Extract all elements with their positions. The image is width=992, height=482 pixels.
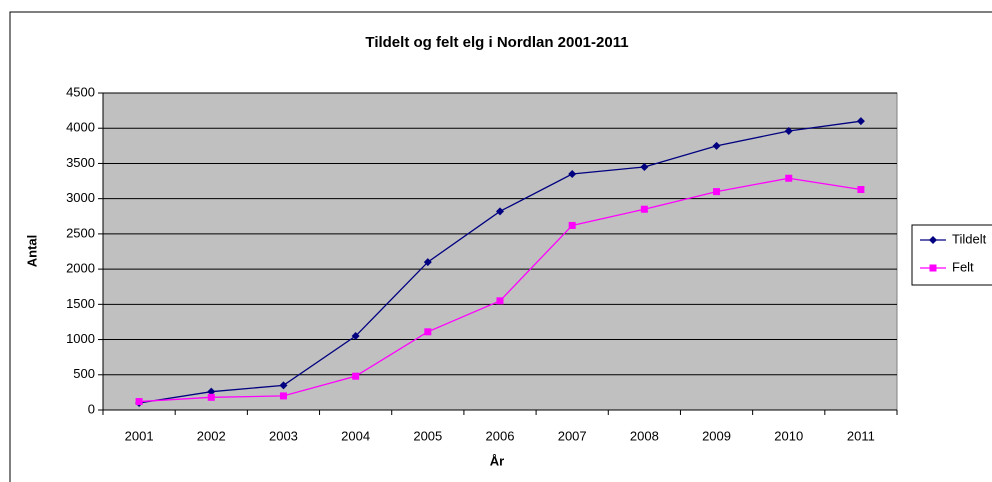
y-tick-label: 2500 (66, 225, 95, 240)
marker (784, 127, 793, 136)
marker (423, 258, 432, 267)
y-tick-label: 0 (88, 401, 95, 416)
marker (857, 186, 865, 194)
marker (785, 174, 793, 182)
plot-area (102, 92, 898, 411)
marker (856, 117, 865, 126)
marker (496, 207, 504, 216)
marker (351, 332, 360, 341)
y-tick-label: 1500 (66, 296, 95, 311)
x-tick-label: 2005 (413, 428, 442, 443)
marker (713, 188, 721, 196)
y-tick-label: 3500 (66, 155, 95, 170)
marker (279, 381, 288, 390)
legend-box (911, 224, 992, 286)
y-tick-label: 3000 (66, 190, 95, 205)
x-axis-label: År (490, 453, 504, 468)
y-tick-label: 4500 (66, 84, 95, 99)
marker (640, 162, 649, 171)
x-tick-label: 2006 (486, 428, 515, 443)
chart-title: Tildelt og felt elg i Nordlan 2001-2011 (365, 34, 628, 51)
marker (712, 141, 721, 150)
marker (496, 297, 504, 305)
x-tick-label: 2004 (341, 428, 370, 443)
y-tick-label: 4000 (66, 120, 95, 135)
x-tick-label: 2003 (269, 428, 298, 443)
marker (352, 372, 360, 380)
marker (568, 170, 577, 179)
marker (640, 205, 648, 213)
x-tick-label: 2001 (125, 428, 154, 443)
legend: Tildelt Felt (911, 224, 992, 286)
y-tick-label: 500 (73, 366, 95, 381)
marker (207, 393, 215, 401)
x-tick-label: 2007 (558, 428, 587, 443)
marker (424, 328, 432, 336)
marker (279, 392, 287, 400)
marker (207, 387, 216, 396)
legend-label: Tildelt (952, 231, 987, 246)
x-tick-label: 2010 (774, 428, 803, 443)
x-tick-label: 2008 (630, 428, 659, 443)
marker (929, 236, 937, 244)
marker (135, 398, 143, 406)
y-tick-label: 2000 (66, 261, 95, 276)
y-axis-label: Antal (24, 235, 39, 268)
x-tick-label: 2009 (702, 428, 731, 443)
x-tick-label: 2011 (847, 428, 875, 443)
legend-label: Felt (952, 259, 974, 274)
marker (568, 221, 576, 229)
y-tick-label: 1000 (66, 331, 95, 346)
x-tick-label: 2002 (197, 428, 226, 443)
marker (929, 264, 937, 272)
